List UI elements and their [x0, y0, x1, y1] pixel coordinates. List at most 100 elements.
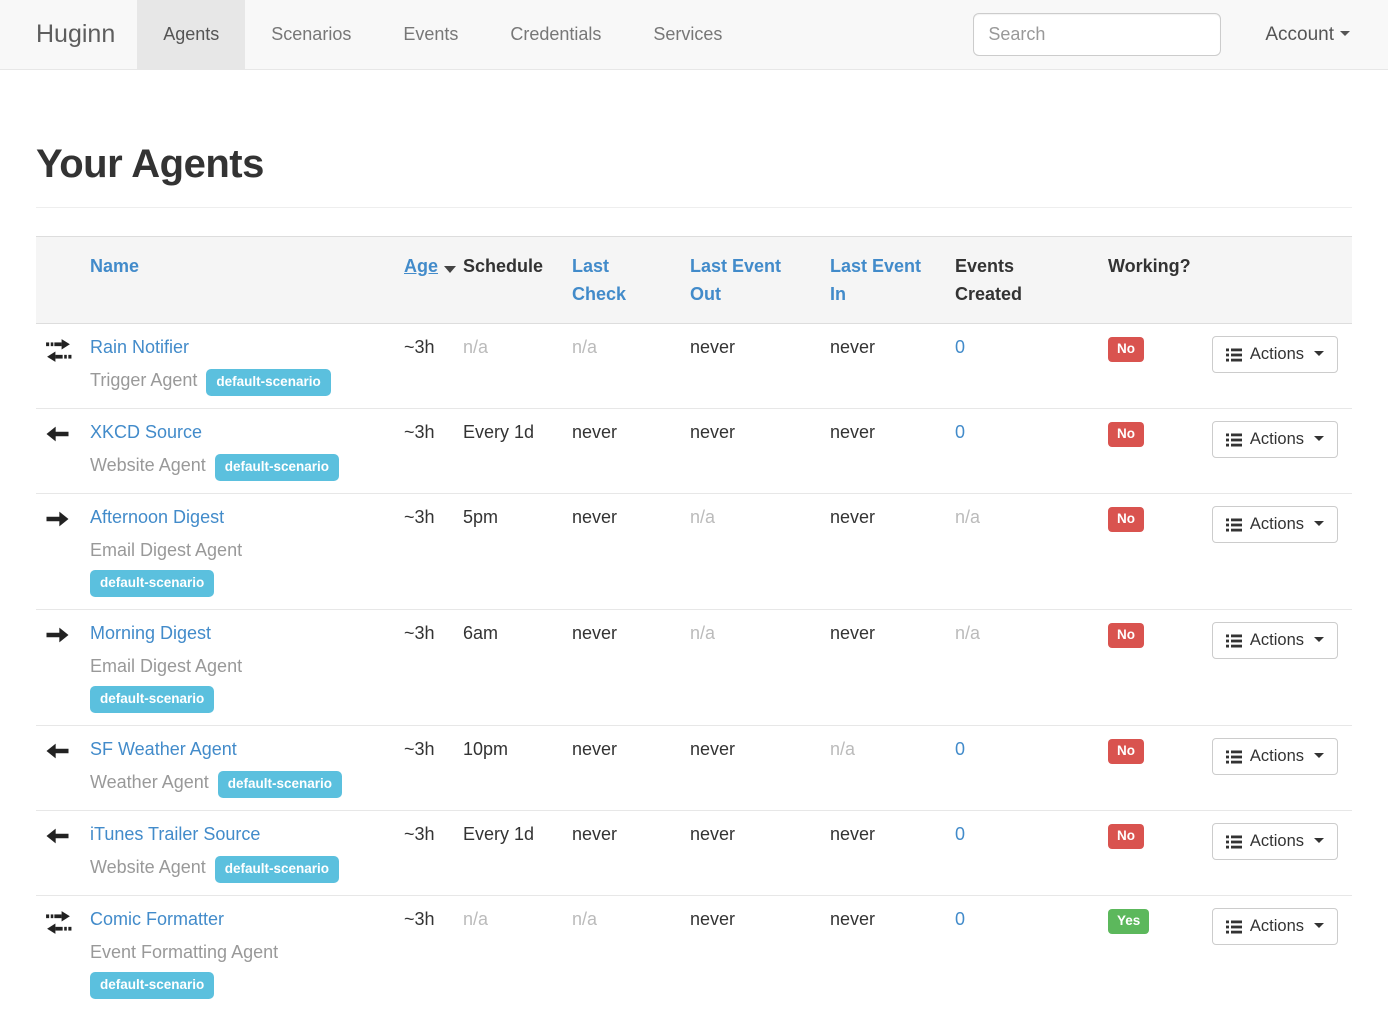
arrow-right-icon — [44, 624, 71, 646]
nav-item-scenarios[interactable]: Scenarios — [271, 24, 352, 44]
scenario-badge[interactable]: default-scenario — [214, 856, 340, 883]
scenario-badge[interactable]: default-scenario — [206, 369, 331, 396]
arrow-left-icon — [44, 423, 71, 445]
name-cell: Morning Digest Email Digest Agent defaul… — [90, 620, 404, 713]
actions-button[interactable]: Actions — [1211, 336, 1338, 373]
sort-age-link[interactable]: Age — [404, 256, 439, 276]
nav-item-events[interactable]: Events — [403, 24, 459, 44]
schedule-cell: 10pm — [463, 739, 509, 759]
direction-cell — [36, 419, 90, 481]
sort-last-check-link[interactable]: Last Check — [572, 256, 627, 304]
last-event-out-cell: n/a — [690, 507, 716, 527]
arrow-right-icon — [44, 508, 71, 530]
list-icon — [1225, 634, 1242, 648]
actions-cell: Actions — [1211, 821, 1352, 883]
list-icon — [1225, 433, 1242, 447]
events-created-value[interactable]: 0 — [955, 909, 966, 929]
caret-down-icon — [1314, 351, 1324, 356]
agent-name-link[interactable]: Morning Digest — [90, 623, 212, 643]
age-cell: ~3h — [404, 909, 435, 929]
last-event-out-cell: never — [690, 824, 736, 844]
agent-name-link[interactable]: XKCD Source — [90, 422, 203, 442]
events-created-cell: n/a — [955, 504, 1108, 597]
scenario-badge[interactable]: default-scenario — [90, 686, 215, 713]
events-created-value[interactable]: 0 — [955, 824, 966, 844]
search-input[interactable] — [973, 13, 1222, 56]
actions-button[interactable]: Actions — [1211, 738, 1338, 775]
actions-button[interactable]: Actions — [1211, 622, 1338, 659]
brand-link[interactable]: Huginn — [36, 20, 116, 48]
working-badge: No — [1108, 623, 1144, 649]
direction-cell — [36, 620, 90, 713]
schedule-cell: Every 1d — [463, 824, 535, 844]
agent-name-link[interactable]: Rain Notifier — [90, 337, 190, 357]
scenario-badge[interactable]: default-scenario — [90, 570, 215, 597]
events-created-cell: n/a — [955, 620, 1108, 713]
nav-item-credentials[interactable]: Credentials — [510, 24, 602, 44]
agent-name-link[interactable]: Afternoon Digest — [90, 507, 225, 527]
actions-button[interactable]: Actions — [1211, 506, 1338, 543]
working-cell: No — [1108, 736, 1216, 798]
working-badge: No — [1108, 824, 1144, 850]
age-cell: ~3h — [404, 739, 435, 759]
name-cell: Comic Formatter Event Formatting Agent d… — [90, 906, 404, 999]
scenario-badge[interactable]: default-scenario — [217, 771, 343, 798]
scenario-badge[interactable]: default-scenario — [214, 454, 340, 481]
name-cell: XKCD Source Website Agent default-scenar… — [90, 419, 404, 481]
events-created-header: Events Created — [955, 256, 1023, 304]
last-check-cell: never — [572, 623, 618, 643]
account-dropdown[interactable]: Account — [1265, 24, 1350, 46]
agent-type-label: Website Agent — [90, 455, 206, 475]
table-body: Rain Notifier Trigger Agent default-scen… — [36, 324, 1352, 1011]
account-label: Account — [1265, 23, 1334, 45]
working-cell: No — [1108, 620, 1216, 713]
actions-button[interactable]: Actions — [1211, 908, 1338, 945]
scenario-badge[interactable]: default-scenario — [90, 972, 215, 999]
nav-item-services[interactable]: Services — [653, 24, 723, 44]
sort-last-event-out-link[interactable]: Last Event Out — [690, 256, 782, 304]
events-created-cell: 0 — [955, 821, 1108, 883]
schedule-cell: Every 1d — [463, 422, 535, 442]
nav-item-agents[interactable]: Agents — [137, 0, 246, 69]
agent-type-label: Trigger Agent — [90, 370, 198, 390]
sort-name-link[interactable]: Name — [90, 256, 140, 276]
last-check-cell: never — [572, 739, 618, 759]
events-created-cell: 0 — [955, 906, 1108, 999]
working-cell: No — [1108, 419, 1216, 481]
list-icon — [1225, 348, 1242, 362]
last-event-in-cell: never — [830, 623, 876, 643]
events-created-cell: 0 — [955, 736, 1108, 798]
agent-name-link[interactable]: SF Weather Agent — [90, 739, 237, 759]
last-check-cell: never — [572, 507, 618, 527]
last-event-out-cell: never — [690, 337, 736, 357]
last-event-in-cell: never — [830, 507, 876, 527]
table-row: iTunes Trailer Source Website Agent defa… — [36, 810, 1352, 895]
sort-last-event-in-link[interactable]: Last Event In — [830, 256, 922, 304]
header-icon-spacer — [36, 237, 90, 323]
agent-name-link[interactable]: iTunes Trailer Source — [90, 824, 261, 844]
actions-button-label: Actions — [1249, 345, 1304, 363]
schedule-cell: 5pm — [463, 507, 499, 527]
last-event-in-cell: never — [830, 909, 876, 929]
schedule-cell: 6am — [463, 623, 499, 643]
table-row: Afternoon Digest Email Digest Agent defa… — [36, 493, 1352, 609]
caret-down-icon — [1314, 637, 1324, 642]
actions-button-label: Actions — [1249, 631, 1304, 649]
events-created-value[interactable]: 0 — [955, 422, 966, 442]
agent-type-label: Email Digest Agent — [90, 540, 243, 560]
events-created-value[interactable]: 0 — [955, 337, 966, 357]
direction-cell — [36, 504, 90, 597]
age-cell: ~3h — [404, 824, 435, 844]
actions-button[interactable]: Actions — [1211, 421, 1338, 458]
actions-button-label: Actions — [1249, 832, 1304, 850]
actions-button[interactable]: Actions — [1211, 823, 1338, 860]
table-header: Name Age Schedule Last Check Last Event … — [36, 236, 1352, 324]
events-created-value[interactable]: 0 — [955, 739, 966, 759]
arrow-left-icon — [44, 740, 71, 762]
working-badge: No — [1108, 507, 1144, 533]
agent-name-link[interactable]: Comic Formatter — [90, 909, 225, 929]
actions-button-label: Actions — [1249, 515, 1304, 533]
age-cell: ~3h — [404, 422, 435, 442]
actions-cell: Actions — [1211, 736, 1352, 798]
actions-cell: Actions — [1211, 620, 1352, 713]
